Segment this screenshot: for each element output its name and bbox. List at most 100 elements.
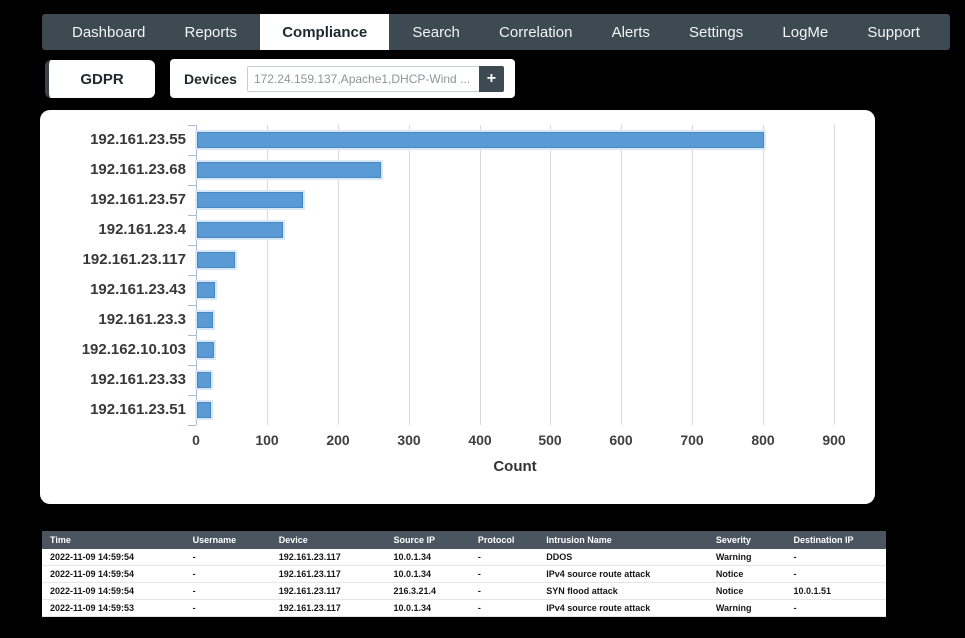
bar-192.161.23.33[interactable] [197, 372, 211, 388]
table-row[interactable]: 2022-11-09 14:59:54 - 192.161.23.117 10.0.1… [42, 566, 886, 583]
nav-tab-support[interactable]: Support [867, 23, 920, 41]
x-axis-tick-label: 600 [609, 432, 633, 448]
x-axis-tick-label: 200 [326, 432, 350, 448]
gridline [763, 125, 764, 425]
bar-192.161.23.117[interactable] [197, 252, 235, 268]
y-axis-label: 192.161.23.55 [90, 131, 186, 148]
table-row[interactable]: 2022-11-09 14:59:54 - 192.161.23.117 216.3.… [42, 583, 886, 600]
x-axis-tick-label: 800 [751, 432, 775, 448]
y-axis-tick [188, 245, 196, 246]
cell-severity: Warning [715, 552, 752, 562]
cell-source-ip: 10.0.1.34 [393, 569, 432, 579]
column-header-device[interactable]: Device [278, 535, 308, 545]
gridline [409, 125, 410, 425]
table-row[interactable]: 2022-11-09 14:59:54 - 192.161.23.117 10.0.1… [42, 549, 886, 566]
bar-192.161.23.57[interactable] [197, 192, 303, 208]
x-axis-tick-label: 400 [468, 432, 492, 448]
cell-intrusion-name: IPv4 source route attack [546, 603, 651, 613]
column-header-severity[interactable]: Severity [715, 535, 751, 545]
gdpr-button-label: GDPR [80, 70, 124, 88]
cell-protocol: - [477, 586, 481, 596]
y-axis-label: 192.161.23.33 [90, 371, 186, 388]
column-header-time[interactable]: Time [50, 535, 71, 545]
cell-username: - [192, 586, 196, 596]
column-header-source-ip[interactable]: Source IP [393, 535, 435, 545]
y-axis-label: 192.161.23.57 [90, 191, 186, 208]
plus-icon: + [486, 69, 497, 87]
y-axis-tick [188, 335, 196, 336]
table-body: 2022-11-09 14:59:54 - 192.161.23.117 10.0.1… [42, 549, 886, 617]
table-row[interactable]: 2022-11-09 14:59:53 - 192.161.23.117 10.0.1… [42, 600, 886, 617]
x-axis-title: Count [493, 458, 537, 475]
y-axis-tick [188, 425, 196, 426]
cell-destination-ip: - [793, 552, 797, 562]
gridline [338, 125, 339, 425]
chart-y-axis-labels: 192.161.23.55 192.161.23.68 192.161.23.57 1… [40, 125, 186, 425]
y-axis-tick [188, 155, 196, 156]
devices-panel: Devices + [170, 59, 515, 98]
bar-192.161.23.3[interactable] [197, 312, 213, 328]
cell-intrusion-name: SYN flood attack [546, 586, 618, 596]
events-table: Time Username Device Source IP Protocol Intru… [42, 531, 886, 617]
x-axis-tick-label: 100 [255, 432, 279, 448]
cell-intrusion-name: DDOS [546, 552, 573, 562]
x-axis-tick-label: 500 [538, 432, 562, 448]
bar-192.161.23.55[interactable] [197, 132, 764, 148]
column-header-protocol[interactable]: Protocol [477, 535, 515, 545]
cell-username: - [192, 552, 196, 562]
devices-label: Devices [184, 70, 237, 87]
gridline [621, 125, 622, 425]
cell-source-ip: 10.0.1.34 [393, 552, 432, 562]
cell-protocol: - [477, 603, 481, 613]
bar-192.162.10.103[interactable] [197, 342, 214, 358]
bar-192.161.23.4[interactable] [197, 222, 283, 238]
nav-tab-reports[interactable]: Reports [184, 23, 238, 41]
cell-time: 2022-11-09 14:59:54 [50, 552, 135, 562]
add-device-button[interactable]: + [478, 65, 504, 92]
nav-tab-alerts[interactable]: Alerts [611, 23, 650, 41]
gridline [692, 125, 693, 425]
y-axis-tick [188, 215, 196, 216]
cell-intrusion-name: IPv4 source route attack [546, 569, 651, 579]
nav-tab-search[interactable]: Search [412, 23, 460, 41]
y-axis-label: 192.161.23.3 [98, 311, 186, 328]
nav-tab-correlation[interactable]: Correlation [499, 23, 573, 41]
cell-severity: Warning [715, 603, 752, 613]
gridline [480, 125, 481, 425]
column-header-username[interactable]: Username [192, 535, 237, 545]
y-axis-tick [188, 125, 196, 126]
bar-192.161.23.68[interactable] [197, 162, 381, 178]
nav-tab-settings[interactable]: Settings [689, 23, 744, 41]
table-header-row: Time Username Device Source IP Protocol Intru… [42, 531, 886, 549]
nav-tab-dashboard[interactable]: Dashboard [72, 23, 146, 41]
cell-protocol: - [477, 569, 481, 579]
cell-username: - [192, 603, 196, 613]
bar-192.161.23.51[interactable] [197, 402, 211, 418]
x-axis-tick-label: 300 [397, 432, 421, 448]
cell-destination-ip: - [793, 603, 797, 613]
gdpr-button[interactable]: GDPR [45, 60, 155, 98]
cell-username: - [192, 569, 196, 579]
y-axis-label: 192.161.23.43 [90, 281, 186, 298]
y-axis-label: 192.161.23.4 [98, 221, 186, 238]
nav-tab-compliance[interactable]: Compliance [260, 14, 390, 50]
x-axis-tick-label: 700 [680, 432, 704, 448]
gridline [834, 125, 835, 425]
bar-192.161.23.43[interactable] [197, 282, 215, 298]
top-nav: Dashboard Reports Compliance Search Correlat… [42, 14, 950, 50]
y-axis-label: 192.161.23.117 [82, 251, 186, 268]
cell-device: 192.161.23.117 [278, 569, 341, 579]
y-axis-label: 192.161.23.68 [90, 161, 186, 178]
nav-tab-logme[interactable]: LogMe [782, 23, 829, 41]
column-header-intrusion-name[interactable]: Intrusion Name [546, 535, 612, 545]
column-header-destination-ip[interactable]: Destination IP [793, 535, 854, 545]
cell-device: 192.161.23.117 [278, 586, 341, 596]
y-axis-label: 192.162.10.103 [81, 341, 186, 358]
x-axis-tick-label: 0 [192, 432, 200, 448]
y-axis-label: 192.161.23.51 [90, 401, 186, 418]
cell-destination-ip: 10.0.1.51 [793, 586, 832, 596]
chart-x-axis-labels: 0 100 200 300 400 500 600 700 800 900 [192, 432, 876, 452]
cell-severity: Notice [715, 586, 744, 596]
devices-input[interactable] [246, 65, 479, 92]
